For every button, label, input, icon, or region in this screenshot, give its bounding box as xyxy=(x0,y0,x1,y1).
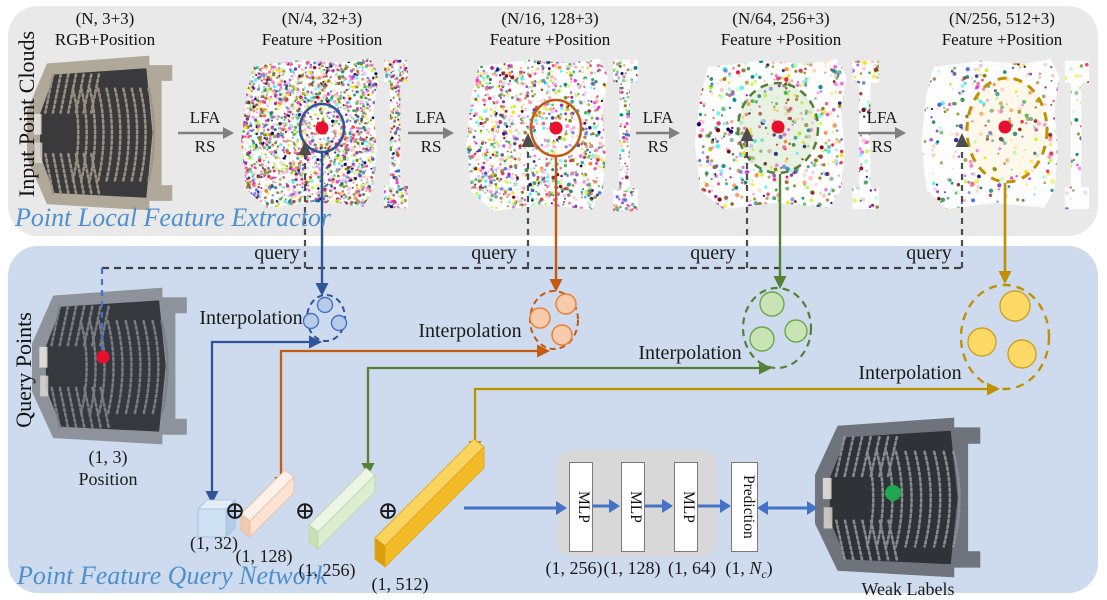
interpolation-label-4: Interpolation xyxy=(858,362,962,384)
stage3-type: Feature +Position xyxy=(489,30,611,49)
query-label-4: query xyxy=(906,242,952,264)
stage5-dims: (N/256, 512+3) xyxy=(949,9,1055,28)
stage2-type: Feature +Position xyxy=(261,30,383,49)
feature-cloud-level2-image xyxy=(466,58,638,212)
query-points-image xyxy=(32,287,187,445)
lfa-rs-label-4: LFA RS xyxy=(866,108,898,156)
interpolation-label-3: Interpolation xyxy=(638,342,742,364)
prediction-box: Prediction xyxy=(731,462,758,552)
vector-label-256: (1, 256) xyxy=(298,560,356,580)
stage2-title: (N/4, 32+3) Feature +Position xyxy=(262,8,383,50)
mlp-dim-2: (1, 128) xyxy=(603,558,661,578)
feature-cloud-level4-image xyxy=(921,59,1089,210)
stage1-type: RGB+Position xyxy=(54,30,156,49)
interpolation-label-1: Interpolation xyxy=(199,307,303,329)
stage3-dims: (N/16, 128+3) xyxy=(501,9,599,28)
stage4-type: Feature +Position xyxy=(720,30,842,49)
mlp-dim-1: (1, 256) xyxy=(545,558,603,578)
query-label-3: query xyxy=(690,242,736,264)
mlp-box-1: MLP xyxy=(569,462,593,552)
prediction-dim: (1, Nc) xyxy=(725,558,773,581)
vector-label-128: (1, 128) xyxy=(235,546,293,566)
mlp-box-2: MLP xyxy=(621,462,645,552)
feature-cloud-level1-image xyxy=(241,58,408,209)
query-network-section-title: Point Feature Query Network xyxy=(17,561,328,590)
stage5-title: (N/256, 512+3) Feature +Position xyxy=(942,8,1063,50)
query-label-1: query xyxy=(254,242,300,264)
weak-labels-image xyxy=(815,417,981,578)
lfa-rs-label-1: LFA RS xyxy=(189,108,221,156)
concat-symbol-3: ⊕ xyxy=(377,498,399,525)
query-point-dims: (1, 3) xyxy=(88,447,128,467)
query-point-type: Position xyxy=(78,469,138,489)
mlp-dim-3: (1, 64) xyxy=(668,558,716,578)
lfa-rs-label-2: LFA RS xyxy=(415,108,447,156)
input-point-cloud-image xyxy=(27,55,173,211)
stage3-title: (N/16, 128+3) Feature +Position xyxy=(490,8,611,50)
stage1-title: (N, 3+3) RGB+Position xyxy=(55,8,155,50)
stage5-type: Feature +Position xyxy=(941,30,1063,49)
interpolation-label-2: Interpolation xyxy=(418,320,522,342)
extractor-section-title: Point Local Feature Extractor xyxy=(15,203,332,232)
query-points-side-label: Query Points xyxy=(11,312,36,428)
stage1-dims: (N, 3+3) xyxy=(75,9,135,28)
concat-symbol-1: ⊕ xyxy=(224,498,246,525)
vector-label-32: (1, 32) xyxy=(190,533,238,553)
feature-cloud-level3-image xyxy=(694,59,879,210)
stage2-dims: (N/4, 32+3) xyxy=(281,9,363,28)
query-label-2: query xyxy=(471,242,517,264)
stage4-title: (N/64, 256+3) Feature +Position xyxy=(721,8,842,50)
concat-symbol-2: ⊕ xyxy=(294,498,316,525)
stage4-dims: (N/64, 256+3) xyxy=(732,9,830,28)
weak-labels-caption: Weak Labels xyxy=(861,579,955,599)
lfa-rs-label-3: LFA RS xyxy=(642,108,674,156)
input-point-clouds-side-label: Input Point Clouds xyxy=(14,30,39,198)
vector-label-512: (1, 512) xyxy=(371,574,429,594)
mlp-box-3: MLP xyxy=(674,462,698,552)
